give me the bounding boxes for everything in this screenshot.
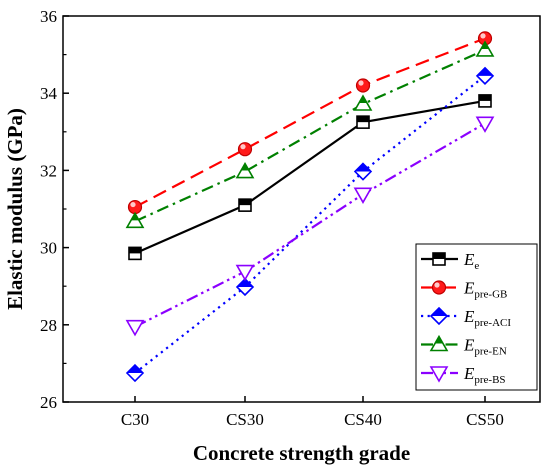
legend-label: Epre-EN — [463, 336, 507, 358]
data-point-pre-GB-highlight — [130, 201, 136, 208]
legend-marker-fill — [431, 308, 447, 316]
data-point-pre-GB — [127, 199, 143, 215]
legend-label: Epre-GB — [463, 279, 507, 301]
legend-item-pre-GB: Epre-GB — [421, 279, 507, 301]
x-tick-label: CS30 — [226, 410, 264, 429]
data-point-e-fill — [129, 247, 141, 254]
data-point-pre-GB-highlight — [480, 33, 486, 39]
legend-label-subscript: e — [474, 260, 479, 272]
x-axis-title: Concrete strength grade — [193, 441, 410, 465]
legend-label-subscript: pre-GB — [474, 289, 507, 301]
legend-label-subscript: pre-ACI — [474, 317, 511, 329]
legend-label-main: E — [463, 364, 475, 383]
y-tick-label: 36 — [40, 7, 57, 26]
y-tick-label: 28 — [40, 316, 57, 335]
data-point-pre-BS — [475, 116, 495, 133]
y-tick-label: 34 — [40, 84, 58, 103]
series-e — [128, 94, 492, 261]
y-tick-label: 30 — [40, 239, 57, 258]
legend-label: Epre-ACI — [463, 307, 511, 329]
legend-label-main: E — [463, 336, 475, 355]
data-point-e-fill — [357, 116, 369, 123]
series-line-pre-GB — [134, 37, 486, 209]
legend-label: Epre-BS — [463, 364, 506, 386]
y-tick-label: 32 — [40, 161, 57, 180]
data-point-pre-BS — [235, 264, 255, 282]
data-point-pre-ACI-fill — [237, 278, 253, 287]
legend-item-pre-EN: Epre-EN — [421, 334, 507, 358]
legend-marker — [431, 280, 447, 295]
data-point-e-fill — [239, 199, 251, 206]
series-pre-ACI — [125, 66, 495, 383]
series-line-pre-BS — [134, 122, 486, 328]
data-point-pre-BS — [125, 319, 145, 337]
legend-marker — [429, 366, 449, 383]
data-point-pre-EN-fill — [481, 41, 489, 49]
data-point-pre-GB — [355, 78, 371, 93]
data-point-pre-EN-fill — [359, 96, 367, 104]
legend-item-e: Ee — [421, 250, 479, 272]
series-line-pre-EN — [134, 48, 486, 223]
legend-marker-fill — [433, 253, 445, 259]
series-pre-BS — [125, 116, 495, 337]
y-tick-label: 26 — [40, 393, 57, 412]
legend-label: Ee — [463, 250, 479, 272]
x-tick-label: C30 — [121, 410, 149, 429]
legend-marker-fill — [435, 336, 443, 344]
series-pre-EN — [125, 40, 495, 229]
data-point-pre-GB-highlight — [358, 80, 364, 86]
legend-label-main: E — [463, 250, 475, 269]
series-group — [125, 31, 495, 383]
data-point-pre-ACI-fill — [477, 67, 493, 76]
legend-marker-highlight — [434, 282, 440, 288]
legend-label-main: E — [463, 279, 475, 298]
axes: 26 28 30 32 34 36 C30 CS30 CS40 CS50 — [40, 7, 504, 429]
data-point-pre-GB-highlight — [240, 144, 246, 150]
series-pre-GB — [127, 31, 493, 215]
data-point-pre-EN-fill — [131, 213, 139, 221]
data-point-pre-ACI-fill — [127, 365, 143, 374]
data-point-pre-ACI-fill — [355, 163, 371, 172]
series-line-e — [134, 99, 486, 255]
data-point-e-fill — [479, 94, 491, 101]
data-point-pre-GB — [237, 142, 253, 157]
data-point-pre-BS — [353, 187, 373, 204]
legend-label-main: E — [463, 307, 475, 326]
x-tick-label: CS40 — [344, 410, 382, 429]
y-axis-title: Elastic modulus (GPa) — [3, 108, 27, 310]
legend-item-pre-BS: Epre-BS — [421, 364, 506, 386]
legend-item-pre-ACI: Epre-ACI — [421, 306, 511, 329]
x-tick-label: CS50 — [466, 410, 504, 429]
legend-label-subscript: pre-EN — [474, 346, 506, 358]
legend-label-subscript: pre-BS — [474, 374, 505, 386]
data-point-pre-EN-fill — [241, 163, 249, 171]
